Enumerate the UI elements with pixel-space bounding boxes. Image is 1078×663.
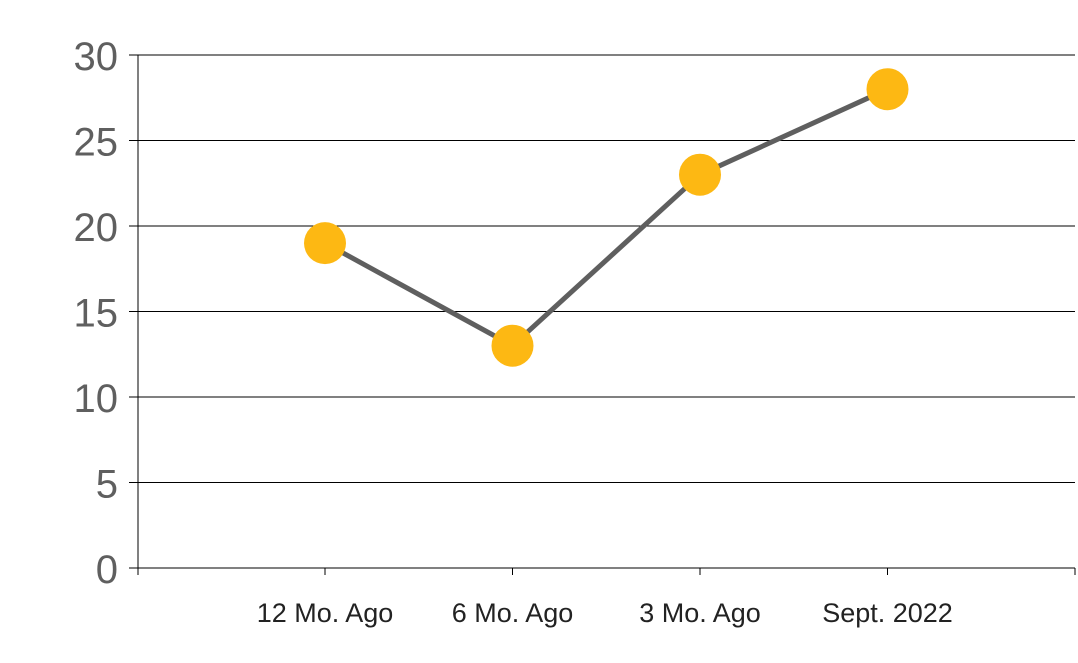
y-tick-label: 15	[74, 292, 119, 336]
series-lines	[322, 86, 890, 349]
axes	[129, 54, 1076, 575]
data-point	[304, 222, 346, 265]
x-tick-label: 12 Mo. Ago	[257, 598, 394, 628]
y-tick-label: 10	[74, 377, 119, 421]
x-tick-label: 3 Mo. Ago	[639, 598, 761, 628]
data-point	[866, 68, 909, 111]
series-line	[322, 86, 890, 349]
series-points	[304, 68, 909, 367]
data-point	[679, 153, 721, 196]
x-tick-label: 6 Mo. Ago	[452, 598, 574, 628]
gridlines	[138, 54, 1075, 483]
y-tick-label: 5	[96, 463, 118, 507]
data-point	[491, 324, 534, 367]
x-tick-labels: 12 Mo. Ago 6 Mo. Ago 3 Mo. Ago Sept. 2022	[257, 598, 953, 628]
y-tick-label: 25	[74, 121, 119, 165]
y-tick-label: 20	[74, 206, 119, 250]
y-tick-label: 30	[74, 35, 119, 79]
y-tick-label: 0	[96, 548, 118, 592]
y-tick-labels: 0 5 10 15 20 25 30	[74, 35, 119, 592]
x-tick-label: Sept. 2022	[822, 598, 953, 628]
